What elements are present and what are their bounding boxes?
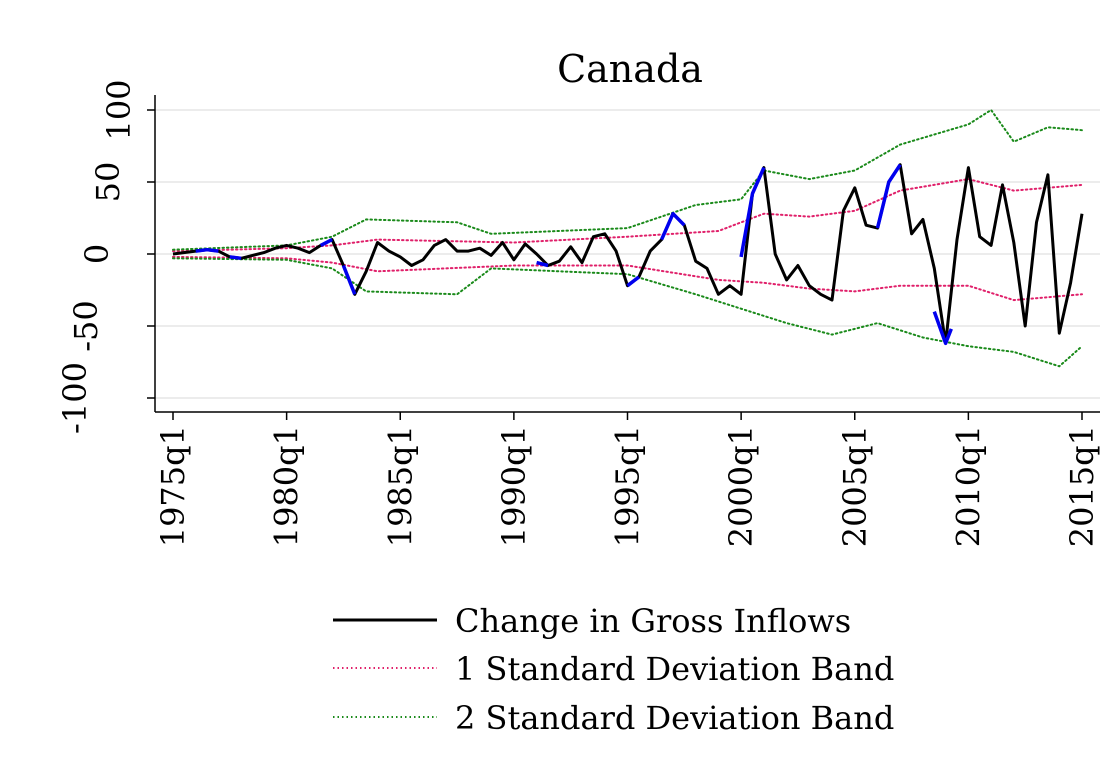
- band-line-1sd-upper: [172, 178, 1083, 253]
- y-axis: 100 50 0 -50 -100: [56, 79, 156, 434]
- x-tick-label: 2005q1: [836, 425, 874, 547]
- x-tick-label: 1995q1: [609, 425, 647, 547]
- highlighted-segments: [195, 163, 953, 346]
- x-tick-label: 2000q1: [722, 425, 760, 547]
- band-lines: [172, 108, 1083, 368]
- highlight-segment: [875, 163, 902, 229]
- legend: Change in Gross Inflows 1 Standard Devia…: [333, 602, 894, 737]
- y-tick-label: -100: [56, 362, 94, 434]
- y-tick-label: 100: [100, 79, 138, 140]
- x-tick-label: 1985q1: [381, 425, 419, 547]
- band-line-2sd-lower: [172, 257, 1083, 368]
- x-tick-label: 2015q1: [1063, 425, 1101, 547]
- y-tick-label: -50: [67, 300, 105, 352]
- highlight-segment: [536, 260, 549, 268]
- band-line-2sd-upper: [172, 108, 1083, 251]
- highlight-segment: [341, 264, 357, 295]
- chart-title: Canada: [557, 47, 703, 91]
- legend-entry-2sd: 2 Standard Deviation Band: [333, 699, 894, 737]
- x-tick-label: 2010q1: [949, 425, 987, 547]
- legend-entry-main: Change in Gross Inflows: [333, 602, 851, 640]
- highlight-segment: [659, 211, 686, 241]
- x-tick-label: 1975q1: [154, 425, 192, 547]
- x-tick-label: 1980q1: [268, 425, 306, 547]
- y-tick-label: 0: [78, 244, 116, 264]
- legend-label-main: Change in Gross Inflows: [455, 602, 851, 640]
- legend-label-1sd: 1 Standard Deviation Band: [455, 650, 894, 688]
- highlight-segment: [229, 255, 242, 261]
- gridlines: [155, 109, 1100, 399]
- highlight-segment: [319, 238, 333, 247]
- legend-label-2sd: 2 Standard Deviation Band: [455, 699, 894, 737]
- legend-entry-1sd: 1 Standard Deviation Band: [333, 650, 894, 688]
- y-tick-label: 50: [89, 162, 127, 203]
- highlight-segment: [932, 311, 953, 346]
- x-tick-label: 1990q1: [495, 425, 533, 547]
- highlight-segment: [195, 247, 219, 253]
- highlight-segment: [739, 166, 766, 258]
- x-axis: 1975q1 1980q1 1985q1 1990q1 1995q1 2000q1 2005…: [154, 411, 1101, 547]
- highlight-segment: [626, 275, 640, 288]
- band-line-1sd-lower: [172, 255, 1083, 302]
